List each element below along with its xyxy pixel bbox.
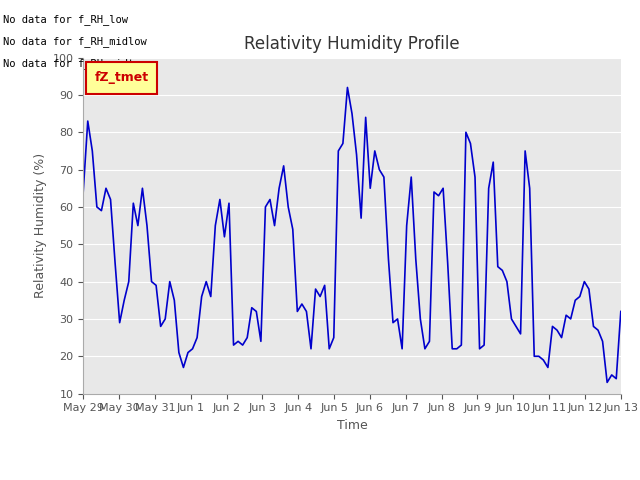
Title: Relativity Humidity Profile: Relativity Humidity Profile — [244, 35, 460, 53]
X-axis label: Time: Time — [337, 419, 367, 432]
Text: No data for f_RH_low: No data for f_RH_low — [3, 14, 128, 25]
Text: fZ_tmet: fZ_tmet — [95, 72, 148, 84]
Text: No data for f_RH_midlow: No data for f_RH_midlow — [3, 36, 147, 47]
Text: No data for f_RH_midtop: No data for f_RH_midtop — [3, 58, 147, 69]
Y-axis label: Relativity Humidity (%): Relativity Humidity (%) — [34, 153, 47, 298]
